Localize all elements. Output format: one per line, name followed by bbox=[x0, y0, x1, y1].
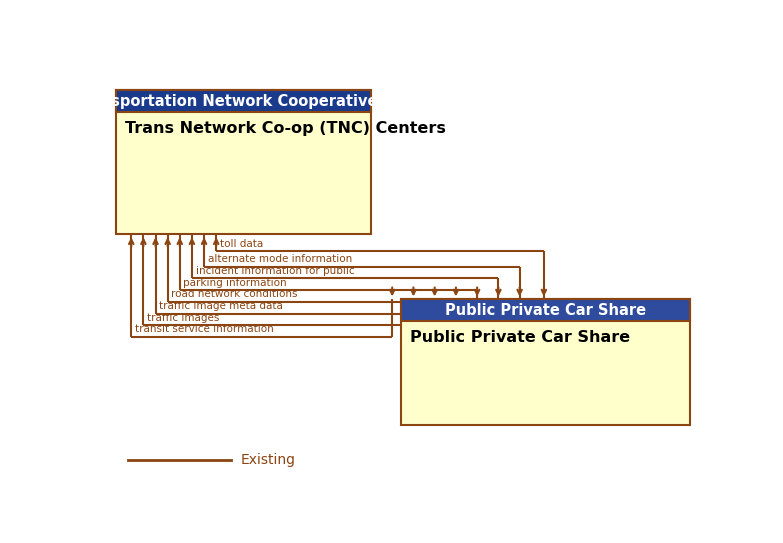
Text: incident information for public: incident information for public bbox=[196, 266, 354, 276]
Bar bbox=[116, 90, 371, 112]
Text: parking information: parking information bbox=[183, 277, 287, 288]
Text: Transportation Network Cooperative (...: Transportation Network Cooperative (... bbox=[75, 93, 412, 109]
Bar bbox=[116, 90, 371, 235]
Text: Trans Network Co-op (TNC) Centers: Trans Network Co-op (TNC) Centers bbox=[125, 121, 446, 136]
Text: traffic images: traffic images bbox=[147, 313, 219, 323]
Text: alternate mode information: alternate mode information bbox=[207, 254, 352, 264]
Text: transit service information: transit service information bbox=[135, 324, 273, 334]
Text: road network conditions: road network conditions bbox=[171, 289, 298, 299]
Text: traffic image meta data: traffic image meta data bbox=[159, 301, 283, 311]
Text: Public Private Car Share: Public Private Car Share bbox=[410, 330, 630, 345]
Text: Public Private Car Share: Public Private Car Share bbox=[445, 302, 646, 318]
Text: toll data: toll data bbox=[220, 239, 263, 249]
Text: Existing: Existing bbox=[240, 453, 295, 468]
Bar bbox=[402, 299, 690, 425]
Bar bbox=[402, 299, 690, 321]
